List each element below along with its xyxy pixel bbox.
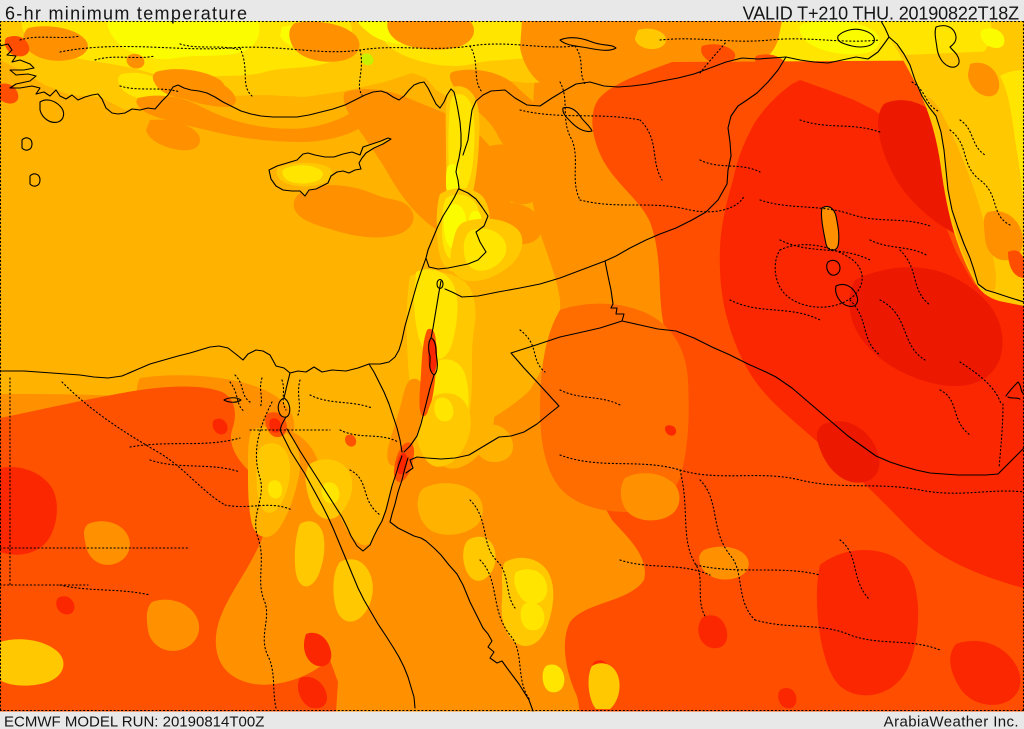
svg-text:ArabiaWeather Inc.: ArabiaWeather Inc. [884,714,1019,729]
svg-text:VALID T+210 THU. 20190822T18Z: VALID T+210 THU. 20190822T18Z [743,4,1019,24]
svg-text:ECMWF MODEL RUN: 20190814T00Z: ECMWF MODEL RUN: 20190814T00Z [4,714,264,729]
svg-text:6-hr minimum temperature: 6-hr minimum temperature [5,4,248,24]
